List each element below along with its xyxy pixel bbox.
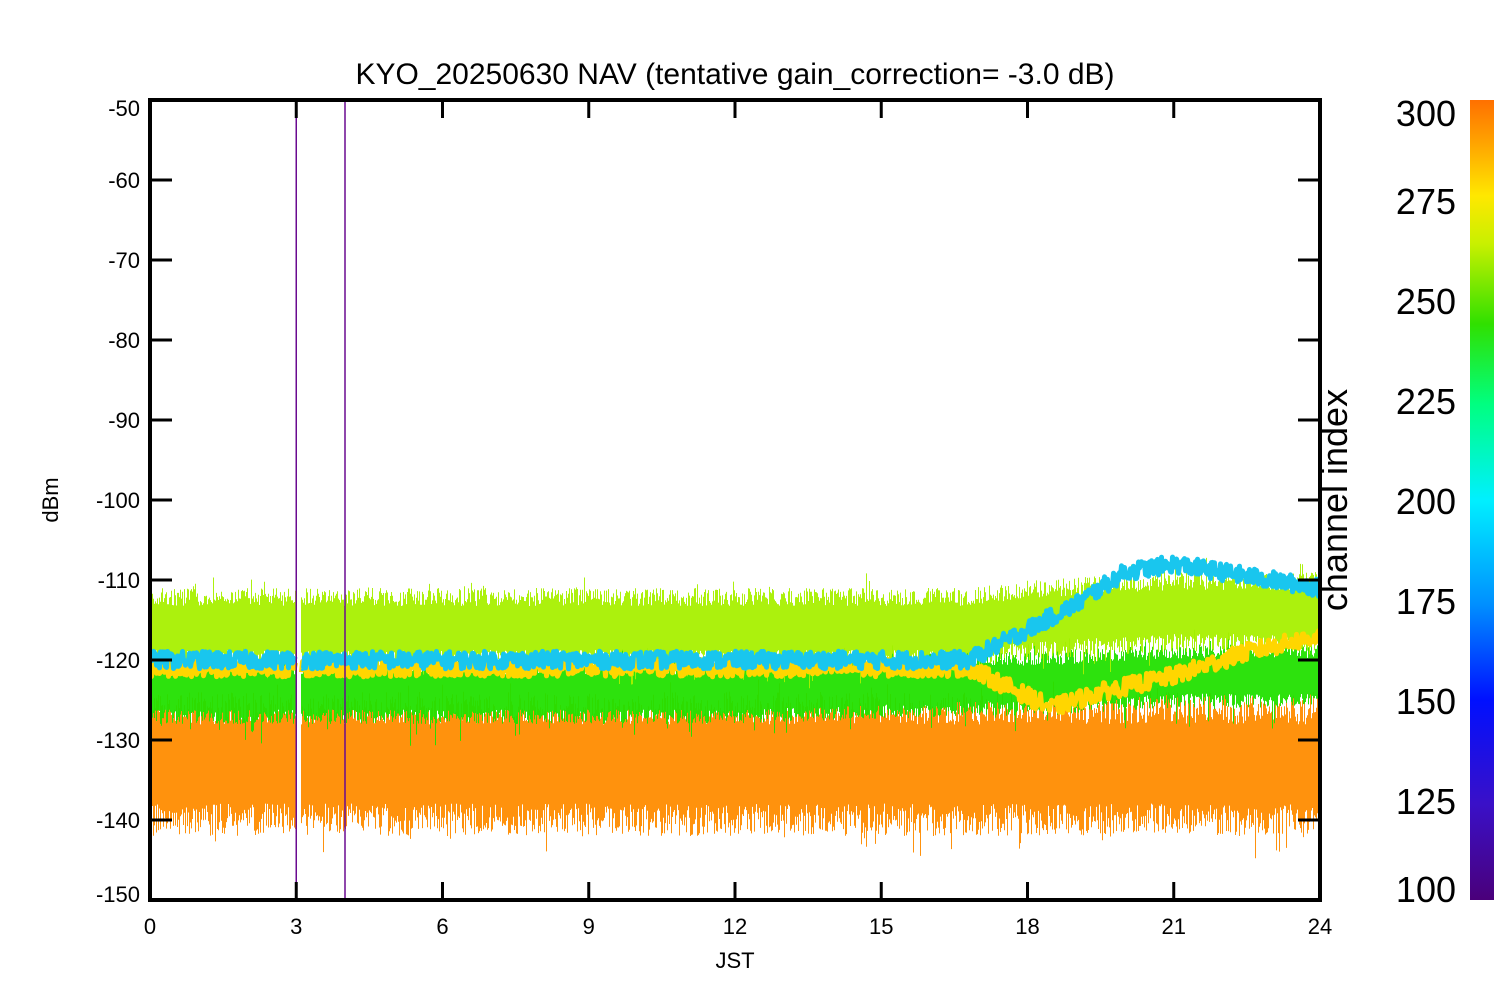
x-axis-label: JST bbox=[715, 948, 754, 973]
y-tick-label: -100 bbox=[96, 488, 140, 513]
colorbar-tick-label: 200 bbox=[1396, 481, 1456, 522]
colorbar-tick-label: 100 bbox=[1396, 869, 1456, 910]
colorbar-ticks: 300 275 250 225 200 175 150 125 100 bbox=[1396, 93, 1456, 910]
colorbar-tick-label: 275 bbox=[1396, 181, 1456, 222]
colorbar-tick-label: 175 bbox=[1396, 581, 1456, 622]
y-tick-label: -90 bbox=[108, 408, 140, 433]
chart-title: KYO_20250630 NAV (tentative gain_correct… bbox=[355, 58, 1114, 91]
x-tick-label: 9 bbox=[583, 914, 595, 939]
y-tick-label: -50 bbox=[108, 96, 140, 121]
x-tick-label: 15 bbox=[869, 914, 893, 939]
y-tick-label: -120 bbox=[96, 648, 140, 673]
colorbar-tick-label: 125 bbox=[1396, 781, 1456, 822]
y-tick-label: -150 bbox=[96, 882, 140, 907]
x-tick-label: 18 bbox=[1015, 914, 1039, 939]
x-tick-label: 12 bbox=[723, 914, 747, 939]
y-tick-label: -80 bbox=[108, 328, 140, 353]
colorbar bbox=[1470, 100, 1494, 900]
y-tick-label: -60 bbox=[108, 168, 140, 193]
colorbar-tick-label: 150 bbox=[1396, 681, 1456, 722]
series-170 bbox=[150, 554, 1320, 672]
x-tick-label: 3 bbox=[290, 914, 302, 939]
y-tick-label: -140 bbox=[96, 808, 140, 833]
y-tick-label: -70 bbox=[108, 248, 140, 273]
x-tick-label: 21 bbox=[1162, 914, 1186, 939]
x-tick-label: 0 bbox=[144, 914, 156, 939]
x-tick-label: 6 bbox=[436, 914, 448, 939]
y-tick-label: -130 bbox=[96, 728, 140, 753]
colorbar-tick-label: 250 bbox=[1396, 281, 1456, 322]
x-tick-label: 24 bbox=[1308, 914, 1332, 939]
colorbar-tick-label: 225 bbox=[1396, 381, 1456, 422]
colorbar-tick-label: 300 bbox=[1396, 93, 1456, 134]
colorbar-label: channel index bbox=[1314, 389, 1355, 611]
axis-ticks: 0 3 6 9 12 15 18 21 24 -50 -60 -70 -80 -90 -100 -110 -12… bbox=[96, 96, 1332, 939]
plot-data bbox=[150, 100, 1320, 900]
y-tick-label: -110 bbox=[98, 568, 140, 593]
y-axis-label: dBm bbox=[38, 477, 63, 522]
